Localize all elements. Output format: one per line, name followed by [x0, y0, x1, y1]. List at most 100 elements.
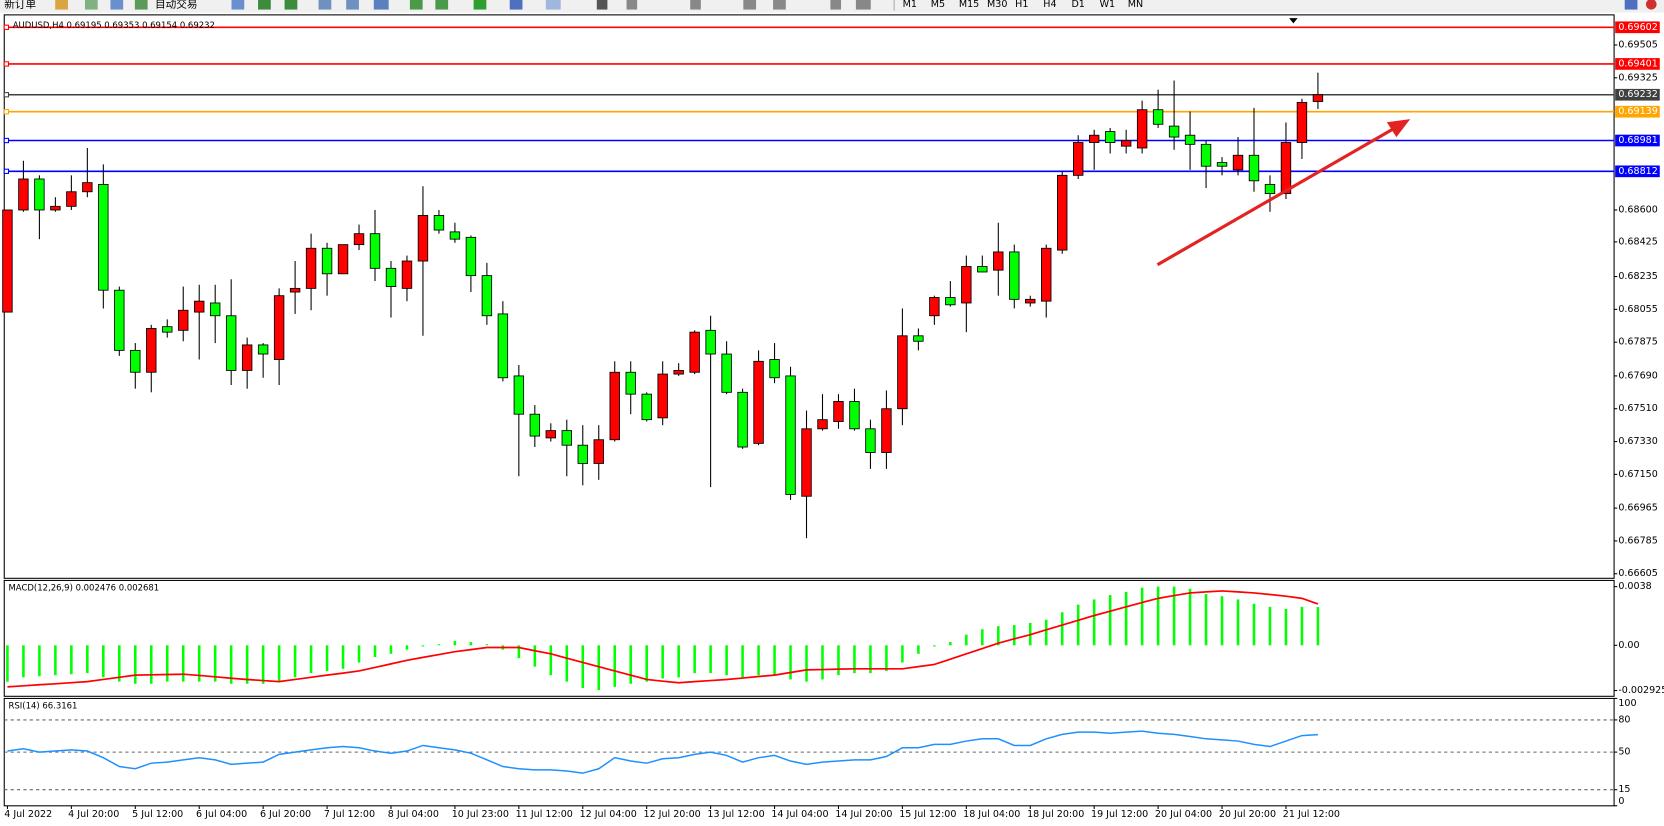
- macd-bar: [869, 645, 872, 674]
- y-tick-label: 0.69505: [1618, 39, 1657, 50]
- trend-arrow-head: [1386, 119, 1411, 138]
- macd-bar: [677, 645, 680, 678]
- candle-body: [114, 289, 125, 351]
- toolbar-icon[interactable]: [55, 0, 68, 10]
- x-tick-label: 10 Jul 23:00: [452, 809, 509, 820]
- candle-body: [1216, 162, 1228, 167]
- toolbar-icon[interactable]: [773, 0, 786, 10]
- candle-body: [449, 231, 461, 240]
- toolbar-icon[interactable]: [318, 0, 332, 10]
- candle-body: [833, 401, 844, 422]
- candle-body: [817, 419, 828, 430]
- candle-body: [1088, 134, 1100, 143]
- toolbar-icon[interactable]: [84, 0, 98, 10]
- macd-bar: [213, 645, 217, 682]
- candle-body: [34, 178, 45, 211]
- candle-body: [481, 275, 493, 317]
- toolbar-icon[interactable]: [110, 0, 124, 10]
- toolbar-icon[interactable]: [596, 0, 608, 10]
- y-tick-label: 0.67875: [1618, 337, 1657, 348]
- candle-body: [881, 408, 892, 453]
- macd-bar: [597, 645, 601, 691]
- macd-bar: [949, 642, 952, 646]
- candle-body: [1312, 94, 1324, 102]
- toolbar-icon[interactable]: [373, 0, 389, 10]
- candle-body: [513, 375, 525, 415]
- x-tick-label: 11 Jul 12:00: [516, 809, 573, 820]
- timeframe-button[interactable]: M15: [959, 0, 979, 10]
- toolbar-icon[interactable]: [346, 0, 359, 10]
- toolbar-icon[interactable]: [284, 0, 298, 10]
- candle-body: [2, 209, 13, 313]
- toolbar-button[interactable]: 新订单: [4, 0, 36, 10]
- notification-icon[interactable]: [1645, 0, 1657, 10]
- timeframe-button[interactable]: H1: [1015, 0, 1028, 10]
- timeframe-bar: M1 M5 M15 M30 H1 H4 D1 W1 MN: [893, 0, 1143, 11]
- chart-bg: [0, 12, 1664, 826]
- candle-body: [209, 302, 221, 317]
- toolbar-icon[interactable]: [231, 0, 245, 10]
- candle-body: [1296, 101, 1308, 143]
- candle-body: [561, 430, 572, 446]
- toolbar-icon[interactable]: [855, 0, 871, 10]
- macd-bar: [1156, 586, 1160, 646]
- macd-bar: [549, 645, 553, 676]
- toolbar-icon[interactable]: [134, 0, 148, 10]
- toolbar-icon[interactable]: [545, 0, 561, 10]
- toolbar-icon[interactable]: [258, 0, 271, 10]
- y-tick-label: 80: [1618, 714, 1630, 725]
- candle-body: [289, 287, 301, 293]
- toolbar-icon[interactable]: [435, 0, 449, 10]
- x-tick-label: 4 Jul 2022: [4, 809, 52, 820]
- macd-bar: [1252, 603, 1256, 646]
- candle-body: [321, 247, 333, 275]
- x-tick-label: 8 Jul 04:00: [388, 809, 439, 820]
- timeframe-button[interactable]: M30: [987, 0, 1007, 10]
- timeframe-button[interactable]: D1: [1071, 0, 1084, 10]
- x-tick-label: 21 Jul 12:00: [1283, 809, 1340, 820]
- macd-bar: [821, 645, 824, 680]
- toolbar-icon[interactable]: [690, 0, 701, 10]
- x-tick-label: 5 Jul 12:00: [132, 809, 183, 820]
- macd-bar: [773, 645, 776, 676]
- macd-bar: [1108, 595, 1112, 646]
- macd-bar: [325, 645, 329, 671]
- level-label: 0.69232: [1618, 89, 1657, 100]
- candle-body: [385, 267, 397, 287]
- y-tick-label: 0.68235: [1618, 271, 1657, 282]
- timeframe-button[interactable]: W1: [1100, 0, 1116, 10]
- macd-bar: [293, 645, 297, 678]
- candle-body: [753, 360, 764, 444]
- candle-body: [1009, 251, 1020, 300]
- shift-marker: [1289, 18, 1298, 24]
- toolbar-button[interactable]: 自动交易: [155, 0, 197, 10]
- level-label-box: [1615, 165, 1660, 178]
- x-tick-label: 6 Jul 04:00: [196, 809, 247, 820]
- timeframe-button[interactable]: M5: [931, 0, 945, 10]
- x-tick-label: 20 Jul 04:00: [1155, 809, 1212, 820]
- candle-body: [577, 444, 588, 464]
- timeframe-button[interactable]: M1: [903, 0, 917, 10]
- timeframe-button[interactable]: MN: [1128, 0, 1143, 10]
- candle-body: [1041, 247, 1052, 302]
- toolbar-icon[interactable]: [1624, 0, 1638, 10]
- macd-bar: [709, 645, 712, 674]
- timeframe-button[interactable]: H4: [1043, 0, 1056, 10]
- toolbar-icon[interactable]: [626, 0, 638, 10]
- macd-bar: [725, 645, 728, 676]
- macd-bar: [437, 644, 441, 646]
- candle-body: [433, 215, 445, 231]
- candle-body: [593, 439, 604, 464]
- toolbar-icon[interactable]: [743, 0, 757, 10]
- toolbar-icon[interactable]: [473, 0, 487, 10]
- toolbar-icon[interactable]: [509, 0, 523, 10]
- toolbar-icon[interactable]: [409, 0, 423, 10]
- candle-body: [353, 233, 365, 246]
- macd-bar: [70, 645, 73, 675]
- toolbar-icon[interactable]: [830, 0, 842, 10]
- rsi-line: [7, 730, 1318, 774]
- candle-body: [737, 391, 748, 448]
- macd-bar: [1188, 588, 1192, 646]
- macd-bar: [1316, 607, 1320, 646]
